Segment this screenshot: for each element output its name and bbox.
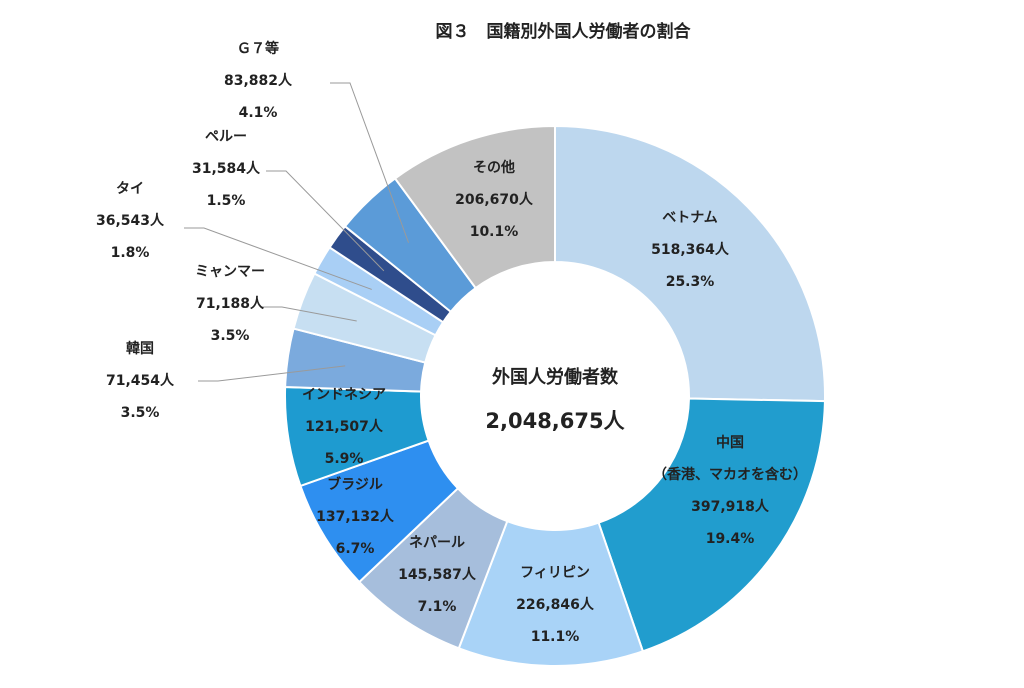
label-percent: 1.5% (207, 193, 246, 209)
center-title: 外国人労働者数 (492, 366, 619, 388)
label-name: インドネシア (302, 387, 386, 403)
slice-label-12: その他 206,670人 10.1% (455, 159, 534, 240)
slice-label-10: ペルー 31,584人 1.5% (192, 129, 261, 209)
leader-line (184, 227, 372, 290)
label-name: タイ (116, 181, 144, 197)
label-sub: （香港、マカオを含む） (653, 466, 807, 483)
label-name: 中国 (716, 434, 744, 451)
leader-line (262, 306, 357, 322)
label-value: 31,584人 (192, 160, 261, 177)
slice-1 (554, 124, 826, 403)
label-name: ペルー (205, 129, 247, 145)
slice-label-5: ブラジル 137,132人 6.7% (316, 476, 395, 557)
label-percent: 1.8% (111, 245, 150, 261)
center-total: 2,048,675人 (485, 409, 624, 433)
slice-12 (393, 124, 556, 290)
slices-group (284, 124, 826, 667)
label-name: その他 (473, 159, 515, 176)
slice-label-11: Ｇ７等 83,882人 4.1% (224, 40, 293, 121)
label-value: 206,670人 (455, 191, 534, 208)
slice-label-2: 中国 （香港、マカオを含む） 397,918人 19.4% (653, 434, 807, 547)
label-name: ベトナム (662, 210, 718, 226)
leader-lines-group (184, 82, 410, 382)
slice-label-7: 韓国 71,454人 3.5% (106, 340, 175, 421)
slice-label-6: インドネシア 121,507人 5.9% (302, 387, 386, 467)
label-value: 121,507人 (305, 418, 384, 435)
label-value: 397,918人 (691, 498, 770, 515)
label-percent: 7.1% (418, 599, 457, 615)
label-percent: 11.1% (531, 629, 580, 645)
label-value: 137,132人 (316, 508, 395, 525)
label-percent: 10.1% (470, 224, 519, 240)
slice-label-1: ベトナム 518,364人 25.3% (651, 210, 730, 290)
label-percent: 5.9% (325, 451, 364, 467)
label-value: 226,846人 (516, 596, 595, 613)
label-value: 145,587人 (398, 566, 477, 583)
slice-label-9: タイ 36,543人 1.8% (96, 181, 165, 261)
label-percent: 3.5% (211, 328, 250, 344)
slice-label-4: ネパール 145,587人 7.1% (398, 535, 477, 615)
chart-title: 図３ 国籍別外国人労働者の割合 (436, 21, 692, 42)
slice-2 (597, 397, 826, 653)
label-name: ネパール (409, 535, 465, 551)
leader-line (330, 82, 410, 243)
label-name: Ｇ７等 (237, 40, 279, 57)
slice-label-3: フィリピン 226,846人 11.1% (516, 565, 595, 645)
label-name: ミャンマー (195, 264, 265, 280)
label-percent: 3.5% (121, 405, 160, 421)
slice-label-8: ミャンマー 71,188人 3.5% (195, 264, 265, 344)
label-percent: 6.7% (336, 541, 375, 557)
leader-line (266, 170, 385, 272)
label-value: 518,364人 (651, 241, 730, 258)
label-value: 71,188人 (196, 295, 265, 312)
label-percent: 19.4% (706, 531, 755, 547)
label-value: 36,543人 (96, 212, 165, 229)
label-percent: 25.3% (666, 274, 715, 290)
label-name: フィリピン (520, 565, 590, 581)
leader-line (198, 365, 346, 382)
labels-group: ベトナム 518,364人 25.3% 中国 （香港、マカオを含む） 397,918人 19… (96, 40, 807, 645)
label-percent: 4.1% (239, 105, 278, 121)
label-name: ブラジル (327, 476, 383, 493)
label-value: 83,882人 (224, 72, 293, 89)
label-value: 71,454人 (106, 372, 175, 389)
label-name: 韓国 (126, 340, 154, 357)
